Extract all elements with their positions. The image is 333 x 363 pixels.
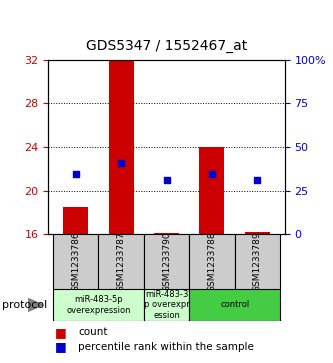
Point (118, 160, 124, 166)
Text: GSM1233786: GSM1233786 (71, 231, 80, 292)
Bar (189, 289, 280, 321)
Text: ■: ■ (55, 326, 67, 339)
Text: miR-483-3
p overexpr
ession: miR-483-3 p overexpr ession (144, 290, 189, 320)
Text: ■: ■ (55, 340, 67, 353)
Point (164, 177, 169, 183)
Bar (199, 147, 224, 234)
Text: GDS5347 / 1552467_at: GDS5347 / 1552467_at (86, 38, 247, 53)
Bar (109, 60, 134, 234)
Text: count: count (78, 327, 108, 337)
Bar (53, 234, 98, 289)
Point (209, 171, 215, 177)
Text: GSM1233788: GSM1233788 (207, 231, 216, 292)
Text: GSM1233789: GSM1233789 (253, 231, 262, 292)
Bar (235, 234, 280, 289)
Text: miR-483-5p
overexpression: miR-483-5p overexpression (66, 295, 131, 315)
Bar (245, 232, 270, 234)
Text: protocol: protocol (2, 300, 47, 310)
Text: control: control (220, 301, 249, 309)
Bar (144, 289, 189, 321)
Text: GSM1233790: GSM1233790 (162, 231, 171, 292)
Bar (53, 289, 144, 321)
Point (255, 177, 260, 183)
Bar (154, 233, 179, 234)
Polygon shape (28, 298, 43, 311)
Text: GSM1233787: GSM1233787 (117, 231, 126, 292)
Text: percentile rank within the sample: percentile rank within the sample (78, 342, 254, 352)
Bar (63, 207, 88, 234)
Bar (98, 234, 144, 289)
Point (73, 171, 78, 177)
Bar (189, 234, 235, 289)
Bar (144, 234, 189, 289)
